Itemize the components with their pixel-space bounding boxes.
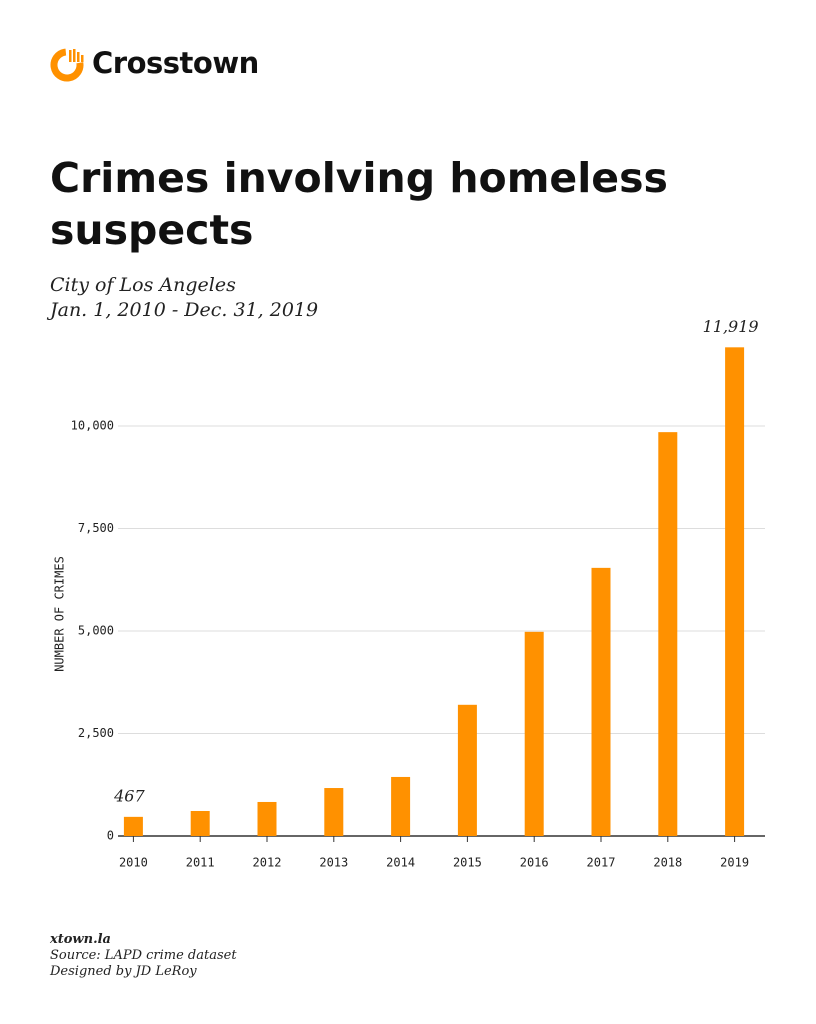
footer-site: xtown.la xyxy=(50,932,111,947)
y-axis-label: NUMBER OF CRIMES xyxy=(53,556,67,672)
bar xyxy=(391,776,411,836)
value-label: 11,919 xyxy=(703,317,759,336)
bar xyxy=(324,788,344,836)
y-tick-label: 5,000 xyxy=(78,624,114,638)
y-tick-label: 7,500 xyxy=(78,521,114,535)
x-tick-label: 2018 xyxy=(653,856,682,870)
bar xyxy=(524,631,544,836)
bar xyxy=(725,347,745,836)
chart-title: Crimes involving homeless suspects xyxy=(50,154,668,254)
x-tick-label: 2016 xyxy=(520,856,549,870)
bar xyxy=(190,810,210,836)
logo xyxy=(50,48,84,82)
x-tick-label: 2011 xyxy=(186,856,215,870)
bar xyxy=(591,567,611,836)
subtitle: City of Los Angeles xyxy=(50,274,236,296)
y-tick-label: 10,000 xyxy=(71,419,114,433)
bar xyxy=(123,816,143,836)
bar xyxy=(658,432,678,836)
bar xyxy=(457,704,477,836)
brand: Crosstown xyxy=(92,46,259,80)
x-tick-label: 2012 xyxy=(253,856,282,870)
x-tick-label: 2010 xyxy=(119,856,148,870)
y-tick-label: 2,500 xyxy=(78,726,114,740)
bar xyxy=(257,801,277,836)
x-tick-label: 2015 xyxy=(453,856,482,870)
footer-source: Source: LAPD crime dataset xyxy=(50,948,237,963)
value-label: 467 xyxy=(113,786,145,805)
x-tick-label: 2013 xyxy=(319,856,348,870)
x-tick-label: 2017 xyxy=(587,856,616,870)
x-tick-label: 2019 xyxy=(720,856,749,870)
subtitle: Jan. 1, 2010 - Dec. 31, 2019 xyxy=(50,299,319,321)
x-tick-label: 2014 xyxy=(386,856,415,870)
footer-credit: Designed by JD LeRoy xyxy=(50,964,197,979)
y-tick-label: 0 xyxy=(107,829,114,843)
